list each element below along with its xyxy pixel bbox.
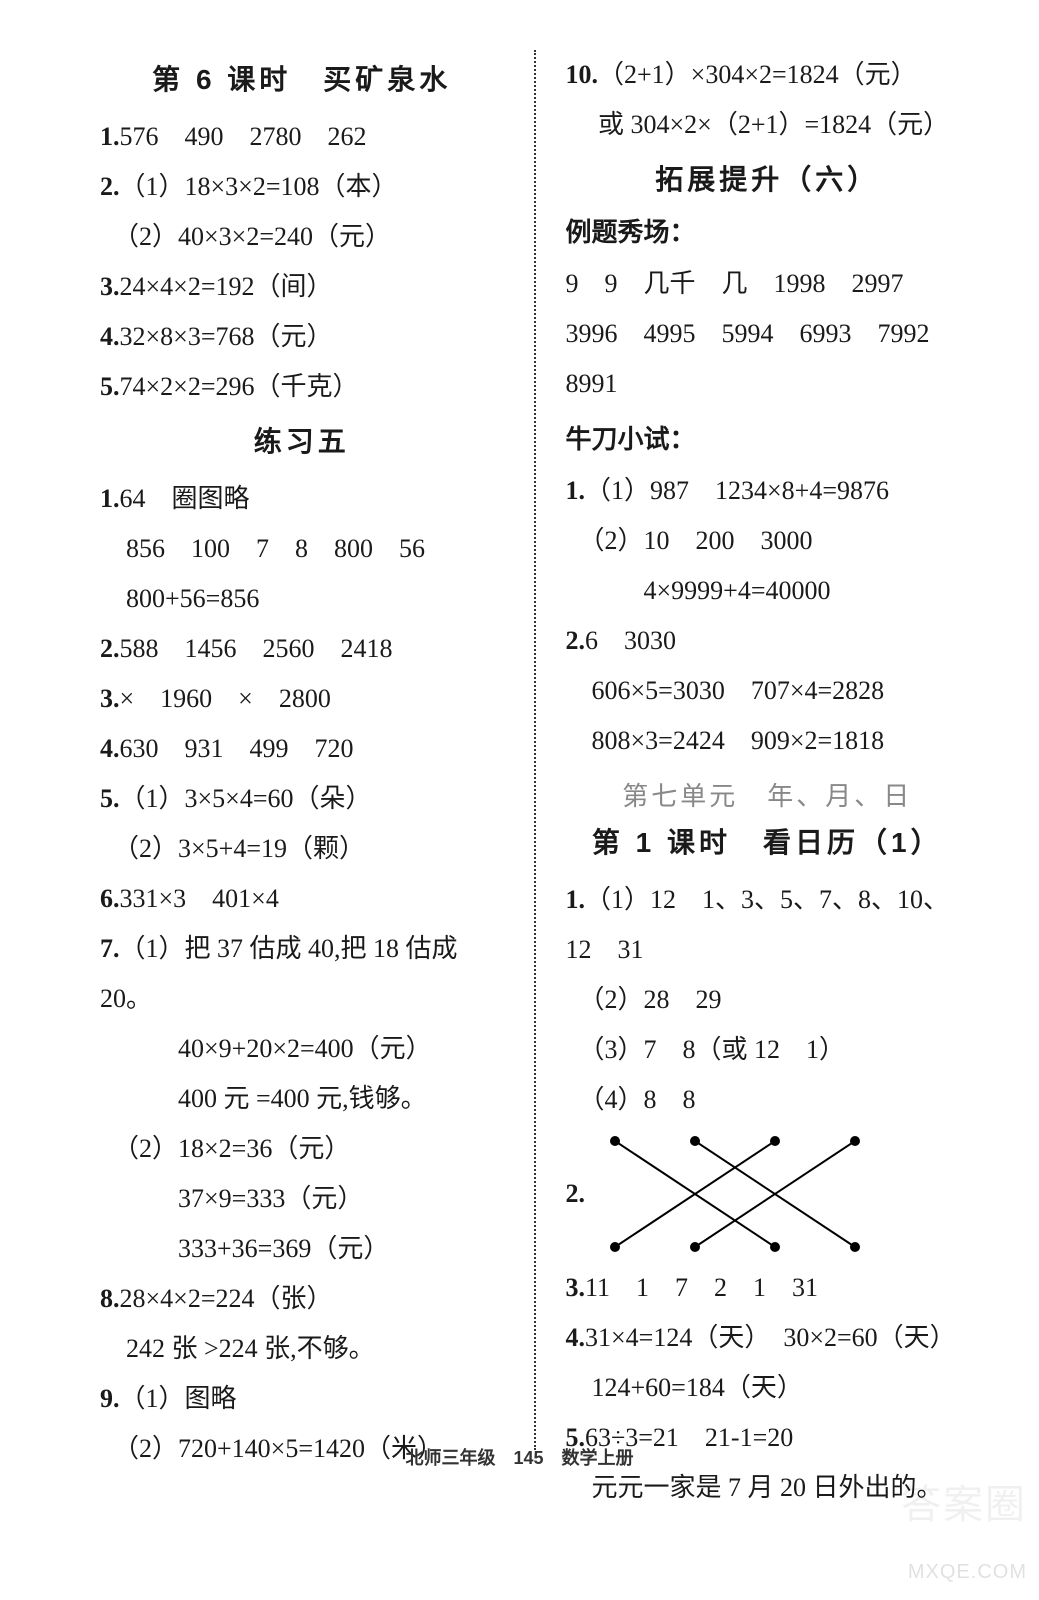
text-line: （2）18×2=36（元） (100, 1124, 504, 1174)
text-line: 1.（1）12 1、3、5、7、8、10、12 31 (566, 875, 970, 975)
text-line: 4×9999+4=40000 (566, 566, 970, 616)
matching-diagram-svg (585, 1129, 885, 1259)
text-line: 9.（1）图略 (100, 1374, 504, 1424)
text-line: （2）3×5+4=19（颗） (100, 824, 504, 874)
watermark-logo: 答案圈 (901, 1472, 1027, 1530)
section-title-lesson6: 第 6 课时 买矿泉水 (100, 58, 504, 98)
text-line: 4.32×8×3=768（元） (100, 312, 504, 362)
text-line: 5.74×2×2=296（千克） (100, 362, 504, 412)
text-line: 800+56=856 (100, 574, 504, 624)
sub-title-example: 例题秀场： (566, 212, 970, 249)
text-line: 808×3=2424 909×2=1818 (566, 716, 970, 766)
right-block3: 1.（1）987 1234×8+4=9876 （2）10 200 3000 4×… (566, 466, 970, 766)
text-line: 2.588 1456 2560 2418 (100, 624, 504, 674)
text-line: 242 张 >224 张,不够。 (100, 1324, 504, 1374)
text-line: 6.331×3 401×4 (100, 874, 504, 924)
sub-title-try: 牛刀小试： (566, 419, 970, 456)
text-line: 3.× 1960 × 2800 (100, 674, 504, 724)
text-line: 8.28×4×2=224（张） (100, 1274, 504, 1324)
text-line: 1.576 490 2780 262 (100, 112, 504, 162)
text-line: 或 304×2×（2+1）=1824（元） (566, 100, 970, 150)
text-line: 3.24×4×2=192（间） (100, 262, 504, 312)
text-line: 606×5=3030 707×4=2828 (566, 666, 970, 716)
text-line: 2.（1）18×3×2=108（本） (100, 162, 504, 212)
right-block4: 1.（1）12 1、3、5、7、8、10、12 31 （2）28 29 （3）7… (566, 875, 970, 1125)
content-columns: 第 6 课时 买矿泉水 1.576 490 2780 2622.（1）18×3×… (60, 50, 979, 1450)
text-line: 124+60=184（天） (566, 1363, 970, 1413)
text-line: 37×9=333（元） (100, 1174, 504, 1224)
text-line: （3）7 8（或 12 1） (566, 1025, 970, 1075)
text-line: （2）28 29 (566, 975, 970, 1025)
text-line: 333+36=369（元） (100, 1224, 504, 1274)
text-line: 10.（2+1）×304×2=1824（元） (566, 50, 970, 100)
left-block1: 1.576 490 2780 2622.（1）18×3×2=108（本） （2）… (100, 112, 504, 412)
text-line: 3996 4995 5994 6993 7992 (566, 309, 970, 359)
right-block2: 9 9 几千 几 1998 29973996 4995 5994 6993 79… (566, 259, 970, 409)
section-title-ext6: 拓展提升（六） (566, 158, 970, 198)
section-title-ex5: 练习五 (100, 420, 504, 460)
right-column: 10.（2+1）×304×2=1824（元） 或 304×2×（2+1）=182… (536, 50, 980, 1450)
section-title-lesson1: 第 1 课时 看日历（1） (566, 821, 970, 861)
text-line: 3.11 1 7 2 1 31 (566, 1263, 970, 1313)
text-line: 856 100 7 8 800 56 (100, 524, 504, 574)
text-line: 1.（1）987 1234×8+4=9876 (566, 466, 970, 516)
unit7-title: 第七单元 年、月、日 (566, 776, 970, 813)
text-line: 8991 (566, 359, 970, 409)
text-line: 1.64 圈图略 (100, 474, 504, 524)
text-line: 7.（1）把 37 估成 40,把 18 估成 20。 (100, 924, 504, 1024)
left-block2: 1.64 圈图略 856 100 7 8 800 56 800+56=8562.… (100, 474, 504, 1474)
text-line: 9 9 几千 几 1998 2997 (566, 259, 970, 309)
left-column: 第 6 课时 买矿泉水 1.576 490 2780 2622.（1）18×3×… (60, 50, 534, 1450)
text-line: 4.630 931 499 720 (100, 724, 504, 774)
text-line: 40×9+20×2=400（元） (100, 1024, 504, 1074)
matching-diagram-q2: 2. (566, 1129, 970, 1259)
text-line: （4）8 8 (566, 1075, 970, 1125)
watermark-url: MXQE.COM (908, 1561, 1027, 1584)
q2-label: 2. (566, 1169, 586, 1219)
text-line: （2）40×3×2=240（元） (100, 212, 504, 262)
page-footer: 北师三年级 145 数学上册 (0, 1444, 1039, 1470)
text-line: 4.31×4=124（天） 30×2=60（天） (566, 1313, 970, 1363)
text-line: （2）10 200 3000 (566, 516, 970, 566)
text-line: 400 元 =400 元,钱够。 (100, 1074, 504, 1124)
text-line: 2.6 3030 (566, 616, 970, 666)
right-block1: 10.（2+1）×304×2=1824（元） 或 304×2×（2+1）=182… (566, 50, 970, 150)
text-line: 5.（1）3×5×4=60（朵） (100, 774, 504, 824)
